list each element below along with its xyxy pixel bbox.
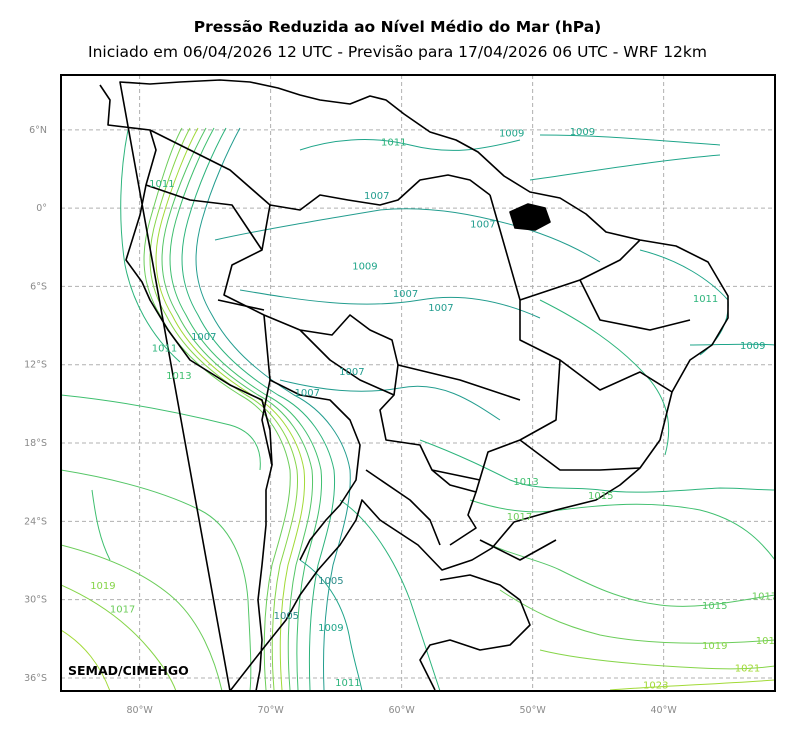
interior-isobar xyxy=(539,299,670,456)
andes-isobar xyxy=(161,127,314,691)
isobar-label: 1007 xyxy=(428,303,453,314)
map-subtitle: Iniciado em 06/04/2026 12 UTC - Previsão… xyxy=(88,43,707,61)
atlantic-isobar xyxy=(609,679,775,691)
lat-tick-label: 0° xyxy=(36,203,47,214)
latitude-labels: 6°N 0° 6°S 12°S 18°S 24°S 30°S 36°S xyxy=(24,125,47,684)
interior-isobar xyxy=(239,289,541,319)
isobar-label: 1009 xyxy=(570,127,595,138)
interior-isobar xyxy=(299,139,521,151)
lat-tick-label: 6°N xyxy=(29,125,47,136)
isobar-label: 1007 xyxy=(364,191,389,202)
coastline xyxy=(99,79,729,691)
lat-tick-label: 12°S xyxy=(24,360,47,371)
andes-isobar xyxy=(169,127,323,691)
andes-isobar xyxy=(143,127,291,691)
interior-isobar xyxy=(279,379,501,421)
isobar-label: 1017 xyxy=(507,512,532,523)
isobar-label: 1007 xyxy=(393,289,418,300)
isobar-label: 1013 xyxy=(166,371,191,382)
isobar-label: 1011 xyxy=(381,137,406,148)
isobar-label: 1005 xyxy=(318,576,343,587)
isobar-label: 1007 xyxy=(470,220,495,231)
isobar-labels: 1009 1009 1011 1007 1007 1011 1009 1007 1007 1007… xyxy=(90,127,781,691)
plata-border xyxy=(419,574,531,691)
andean-borders xyxy=(145,129,441,561)
isobar-label: 1019 xyxy=(90,581,115,592)
map-background xyxy=(61,75,775,691)
interior-isobar xyxy=(689,343,775,346)
pacific-isobar xyxy=(61,629,111,691)
isobar-label: 1007 xyxy=(191,332,216,343)
andes-isobar xyxy=(195,127,351,691)
atlantic-isobar xyxy=(339,499,441,691)
interior-isobar xyxy=(529,154,721,181)
lon-tick-label: 80°W xyxy=(126,705,153,716)
isobar-label: 1011 xyxy=(693,294,718,305)
lat-tick-label: 18°S xyxy=(24,438,47,449)
longitude-labels: 80°W 70°W 60°W 50°W 40°W xyxy=(126,705,677,716)
isobar-label: 1017 xyxy=(110,605,135,616)
lon-tick-label: 50°W xyxy=(520,705,547,716)
isobar-label: 1011 xyxy=(335,678,360,689)
isobar-label: 1009 xyxy=(499,128,524,139)
andes-isobar xyxy=(149,127,299,691)
atlantic-isobar xyxy=(469,499,775,561)
atlantic-isobar xyxy=(499,589,775,644)
isobar-label: 1005 xyxy=(274,611,299,622)
isobar-lines xyxy=(61,127,775,691)
isobar-label: 1009 xyxy=(352,261,377,272)
isobar-label: 1019 xyxy=(702,641,727,652)
isobar-label: 1013 xyxy=(513,477,538,488)
isobar-label: 1009 xyxy=(318,623,343,634)
interior-isobar xyxy=(539,134,721,146)
marajo-island xyxy=(509,203,551,231)
country-borders xyxy=(99,79,729,691)
map-title: Pressão Reduzida ao Nível Médio do Mar (… xyxy=(193,18,602,36)
lat-tick-label: 24°S xyxy=(24,516,47,527)
isobar-label: 1007 xyxy=(339,367,364,378)
isobar-label: 1015 xyxy=(588,491,613,502)
isobar-label: 1011 xyxy=(149,179,174,190)
isobar-label: 1021 xyxy=(735,663,760,674)
pacific-isobar xyxy=(61,394,261,471)
isobar-label: 1019 xyxy=(756,636,781,647)
lon-tick-label: 70°W xyxy=(257,705,284,716)
lat-tick-label: 6°S xyxy=(30,281,47,292)
state-borders xyxy=(299,194,691,561)
pacific-isobar xyxy=(91,489,111,561)
credit-label: SEMAD/CIMEHGO xyxy=(68,663,189,678)
isobar-label: 1007 xyxy=(295,388,320,399)
interior-isobar xyxy=(214,208,601,263)
atlantic-isobar xyxy=(419,439,775,493)
andes-isobar xyxy=(181,127,336,691)
atlantic-isobar xyxy=(299,559,363,691)
pacific-isobar xyxy=(61,469,252,691)
isobar-label: 1009 xyxy=(740,341,765,352)
map-frame xyxy=(60,74,776,692)
pacific-isobar xyxy=(120,129,181,363)
atlantic-isobar xyxy=(479,539,775,607)
lon-tick-label: 60°W xyxy=(389,705,416,716)
isobar-label: 1017 xyxy=(752,592,777,603)
pacific-isobar xyxy=(61,544,223,691)
lon-tick-label: 40°W xyxy=(651,705,678,716)
pacific-isobar xyxy=(61,584,177,691)
isobar-label: 1023 xyxy=(643,680,668,691)
isobar-label: 1015 xyxy=(702,601,727,612)
lat-tick-label: 30°S xyxy=(24,595,47,606)
lat-tick-label: 36°S xyxy=(24,673,47,684)
isobar-label: 1011 xyxy=(152,344,177,355)
atlantic-isobar xyxy=(539,649,775,670)
